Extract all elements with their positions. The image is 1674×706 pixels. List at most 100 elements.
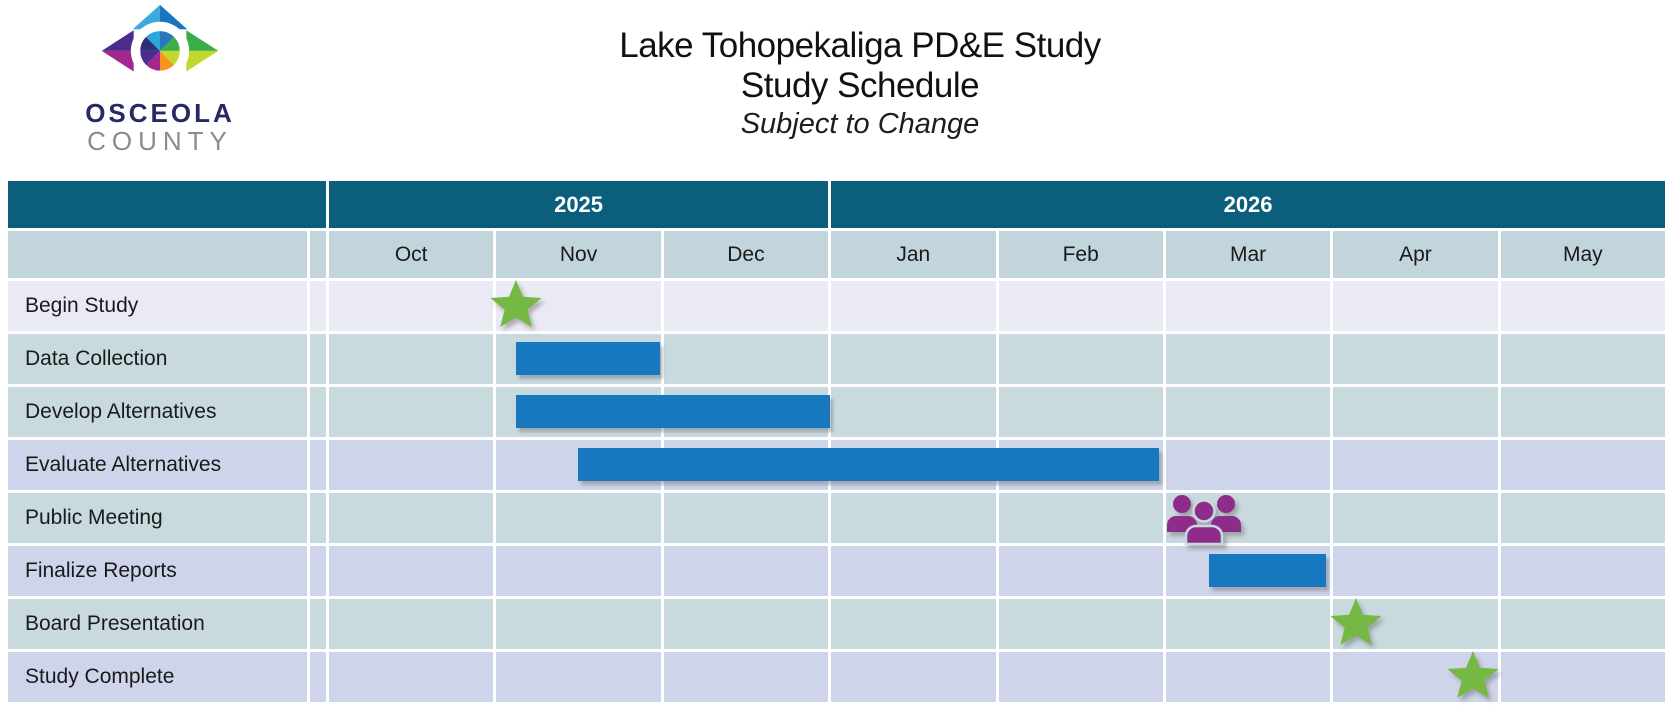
grid-cell-data-collection-feb: [998, 334, 1163, 384]
grid-cell-board-presentation-dec: [663, 599, 829, 649]
grid-cell-finalize-reports-mar: [1165, 546, 1331, 596]
month-header-nov: Nov: [496, 231, 661, 278]
grid-cell-develop-alternatives-dec: [663, 387, 829, 437]
grid-cell-data-collection-jan: [831, 334, 996, 384]
gantt-grid: 2025 2026 Oct Nov Dec Jan Feb Mar Apr May Begin St…: [8, 181, 1665, 702]
grid-cell-study-complete-jan: [831, 652, 996, 702]
grid-cell-finalize-reports-feb: [998, 546, 1163, 596]
month-header-may: May: [1500, 231, 1665, 278]
grid-cell-board-presentation-mar: [1165, 599, 1331, 649]
grid-cell-develop-alternatives-apr: [1333, 387, 1498, 437]
month-header-strip-cell: [310, 231, 326, 278]
row-strip-cell: [310, 546, 326, 596]
grid-cell-finalize-reports-oct: [329, 546, 494, 596]
grid-cell-public-meeting-oct: [329, 493, 494, 543]
row-strip-cell: [310, 652, 326, 702]
grid-cell-data-collection-oct: [329, 334, 494, 384]
logo-text-county: COUNTY: [87, 126, 233, 156]
grid-cell-finalize-reports-jan: [831, 546, 996, 596]
grid-cell-finalize-reports-may: [1500, 546, 1665, 596]
task-label-public-meeting: Public Meeting: [8, 493, 307, 543]
osceola-county-logo-icon: [101, 4, 219, 81]
grid-cell-develop-alternatives-nov: [496, 387, 661, 437]
grid-cell-data-collection-may: [1500, 334, 1665, 384]
grid-cell-finalize-reports-apr: [1333, 546, 1498, 596]
month-header-label-cell: [8, 231, 307, 278]
row-strip-cell: [310, 599, 326, 649]
grid-cell-public-meeting-feb: [998, 493, 1163, 543]
task-label-study-complete: Study Complete: [8, 652, 307, 702]
grid-cell-evaluate-alternatives-mar: [1165, 440, 1331, 490]
grid-cell-study-complete-feb: [998, 652, 1163, 702]
grid-cell-public-meeting-may: [1500, 493, 1665, 543]
grid-cell-study-complete-mar: [1165, 652, 1331, 702]
grid-cell-evaluate-alternatives-nov: [496, 440, 661, 490]
month-header-jan: Jan: [831, 231, 996, 278]
month-header-feb: Feb: [998, 231, 1163, 278]
grid-cell-data-collection-apr: [1333, 334, 1498, 384]
grid-cell-board-presentation-may: [1500, 599, 1665, 649]
page-subtitle: Subject to Change: [740, 108, 980, 140]
grid-cell-begin-study-feb: [998, 281, 1163, 331]
year-header-spacer: [8, 181, 326, 228]
row-strip-cell: [310, 281, 326, 331]
grid-cell-data-collection-dec: [663, 334, 829, 384]
grid-cell-begin-study-oct: [329, 281, 494, 331]
grid-cell-board-presentation-apr: [1333, 599, 1498, 649]
month-header-mar: Mar: [1165, 231, 1331, 278]
grid-cell-board-presentation-feb: [998, 599, 1163, 649]
grid-cell-board-presentation-oct: [329, 599, 494, 649]
year-header-2026: 2026: [831, 181, 1665, 228]
task-label-board-presentation: Board Presentation: [8, 599, 307, 649]
grid-cell-public-meeting-dec: [663, 493, 829, 543]
grid-cell-develop-alternatives-oct: [329, 387, 494, 437]
month-header-dec: Dec: [663, 231, 829, 278]
task-label-data-collection: Data Collection: [8, 334, 307, 384]
grid-cell-finalize-reports-nov: [496, 546, 661, 596]
grid-cell-study-complete-oct: [329, 652, 494, 702]
grid-cell-evaluate-alternatives-oct: [329, 440, 494, 490]
grid-cell-study-complete-nov: [496, 652, 661, 702]
grid-cell-evaluate-alternatives-dec: [663, 440, 829, 490]
task-label-develop-alternatives: Develop Alternatives: [8, 387, 307, 437]
grid-cell-data-collection-nov: [496, 334, 661, 384]
grid-cell-data-collection-mar: [1165, 334, 1331, 384]
grid-cell-evaluate-alternatives-apr: [1333, 440, 1498, 490]
month-header-apr: Apr: [1333, 231, 1498, 278]
grid-cell-begin-study-may: [1500, 281, 1665, 331]
grid-cell-public-meeting-mar: [1165, 493, 1331, 543]
task-label-evaluate-alternatives: Evaluate Alternatives: [8, 440, 307, 490]
logo-text-osceola: OSCEOLA: [85, 98, 235, 128]
grid-cell-study-complete-apr: [1333, 652, 1498, 702]
grid-cell-begin-study-mar: [1165, 281, 1331, 331]
grid-cell-begin-study-nov: [496, 281, 661, 331]
grid-cell-study-complete-dec: [663, 652, 829, 702]
schedule-gantt: 2025 2026 Oct Nov Dec Jan Feb Mar Apr May Begin St…: [8, 181, 1665, 702]
year-header-2025: 2025: [329, 181, 829, 228]
row-strip-cell: [310, 493, 326, 543]
grid-cell-develop-alternatives-jan: [831, 387, 996, 437]
grid-cell-begin-study-jan: [831, 281, 996, 331]
row-strip-cell: [310, 334, 326, 384]
grid-cell-develop-alternatives-may: [1500, 387, 1665, 437]
grid-cell-board-presentation-jan: [831, 599, 996, 649]
row-strip-cell: [310, 387, 326, 437]
title-block: Lake Tohopekaliga PD&E Study Study Sched…: [619, 26, 1101, 141]
task-label-finalize-reports: Finalize Reports: [8, 546, 307, 596]
page-title-line-1: Lake Tohopekaliga PD&E Study: [619, 26, 1101, 65]
grid-cell-evaluate-alternatives-feb: [998, 440, 1163, 490]
grid-cell-develop-alternatives-feb: [998, 387, 1163, 437]
grid-cell-public-meeting-nov: [496, 493, 661, 543]
grid-cell-public-meeting-apr: [1333, 493, 1498, 543]
grid-cell-study-complete-may: [1500, 652, 1665, 702]
task-label-begin-study: Begin Study: [8, 281, 307, 331]
grid-cell-begin-study-apr: [1333, 281, 1498, 331]
month-header-oct: Oct: [329, 231, 494, 278]
grid-cell-develop-alternatives-mar: [1165, 387, 1331, 437]
grid-cell-evaluate-alternatives-jan: [831, 440, 996, 490]
grid-cell-board-presentation-nov: [496, 599, 661, 649]
page-title-line-2: Study Schedule: [740, 66, 980, 105]
row-strip-cell: [310, 440, 326, 490]
osceola-county-logo: OSCEOLA COUNTY: [72, 2, 248, 155]
